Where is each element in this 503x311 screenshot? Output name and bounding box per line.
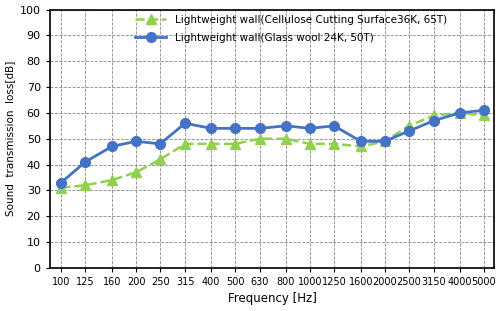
Lightweight wall(Glass wool 24K, 50T): [382, 139, 388, 143]
Lightweight wall(Cellulose Cutting Surface36K, 65T): [431, 114, 437, 117]
Lightweight wall(Cellulose Cutting Surface36K, 65T): [182, 142, 188, 146]
Lightweight wall(Cellulose Cutting Surface36K, 65T): [133, 170, 139, 174]
Lightweight wall(Cellulose Cutting Surface36K, 65T): [109, 178, 115, 182]
Lightweight wall(Cellulose Cutting Surface36K, 65T): [406, 124, 412, 128]
Lightweight wall(Cellulose Cutting Surface36K, 65T): [232, 142, 238, 146]
Lightweight wall(Cellulose Cutting Surface36K, 65T): [283, 137, 289, 141]
Lightweight wall(Cellulose Cutting Surface36K, 65T): [331, 142, 337, 146]
Lightweight wall(Glass wool 24K, 50T): [406, 129, 412, 133]
Lightweight wall(Cellulose Cutting Surface36K, 65T): [307, 142, 313, 146]
Lightweight wall(Glass wool 24K, 50T): [58, 181, 64, 184]
Lightweight wall(Glass wool 24K, 50T): [358, 139, 364, 143]
Lightweight wall(Glass wool 24K, 50T): [157, 142, 163, 146]
X-axis label: Frequency [Hz]: Frequency [Hz]: [227, 292, 316, 305]
Lightweight wall(Glass wool 24K, 50T): [283, 124, 289, 128]
Lightweight wall(Cellulose Cutting Surface36K, 65T): [82, 183, 88, 187]
Lightweight wall(Glass wool 24K, 50T): [232, 127, 238, 130]
Lightweight wall(Glass wool 24K, 50T): [109, 145, 115, 148]
Line: Lightweight wall(Cellulose Cutting Surface36K, 65T): Lightweight wall(Cellulose Cutting Surfa…: [56, 108, 489, 193]
Lightweight wall(Cellulose Cutting Surface36K, 65T): [382, 139, 388, 143]
Lightweight wall(Glass wool 24K, 50T): [208, 127, 214, 130]
Lightweight wall(Cellulose Cutting Surface36K, 65T): [157, 157, 163, 161]
Lightweight wall(Glass wool 24K, 50T): [431, 119, 437, 123]
Lightweight wall(Glass wool 24K, 50T): [82, 160, 88, 164]
Lightweight wall(Cellulose Cutting Surface36K, 65T): [358, 145, 364, 148]
Line: Lightweight wall(Glass wool 24K, 50T): Lightweight wall(Glass wool 24K, 50T): [56, 105, 489, 188]
Lightweight wall(Glass wool 24K, 50T): [457, 111, 463, 115]
Lightweight wall(Glass wool 24K, 50T): [331, 124, 337, 128]
Lightweight wall(Cellulose Cutting Surface36K, 65T): [481, 114, 487, 117]
Legend: Lightweight wall(Cellulose Cutting Surface36K, 65T), Lightweight wall(Glass wool: Lightweight wall(Cellulose Cutting Surfa…: [135, 15, 447, 43]
Lightweight wall(Glass wool 24K, 50T): [307, 127, 313, 130]
Lightweight wall(Cellulose Cutting Surface36K, 65T): [457, 111, 463, 115]
Lightweight wall(Glass wool 24K, 50T): [133, 139, 139, 143]
Lightweight wall(Glass wool 24K, 50T): [182, 121, 188, 125]
Y-axis label: Sound  transmission  loss[dB]: Sound transmission loss[dB]: [6, 61, 16, 216]
Lightweight wall(Cellulose Cutting Surface36K, 65T): [208, 142, 214, 146]
Lightweight wall(Glass wool 24K, 50T): [481, 109, 487, 112]
Lightweight wall(Cellulose Cutting Surface36K, 65T): [257, 137, 263, 141]
Lightweight wall(Cellulose Cutting Surface36K, 65T): [58, 186, 64, 190]
Lightweight wall(Glass wool 24K, 50T): [257, 127, 263, 130]
